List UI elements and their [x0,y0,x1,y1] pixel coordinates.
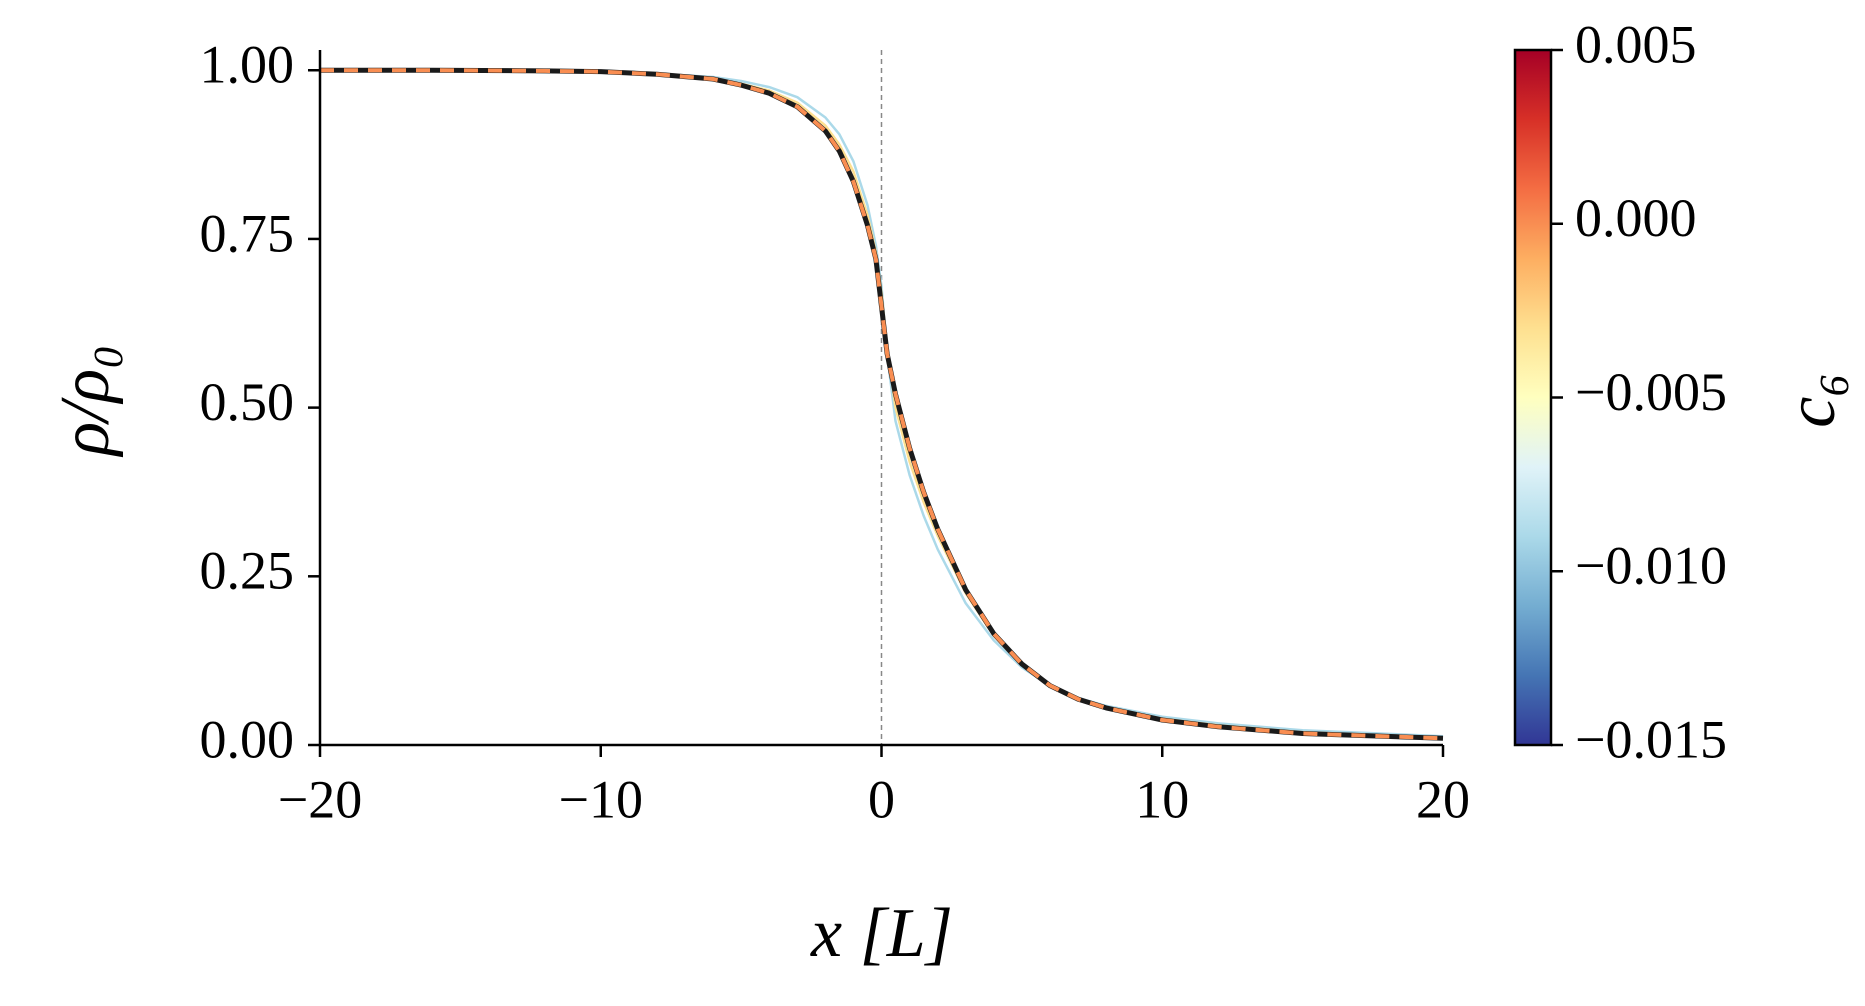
y-axis-label: ρ/ρ₀ [47,345,124,458]
colorbar-tick-label: −0.005 [1575,362,1727,422]
x-tick-label: 10 [1135,769,1189,829]
x-tick-label: 0 [868,769,895,829]
data-line [320,68,1444,741]
colorbar-tick-label: −0.010 [1575,536,1727,596]
colorbar-tick-label: 0.000 [1575,188,1697,248]
y-tick-label: 0.00 [200,709,295,769]
x-tick-label: −10 [559,769,643,829]
y-tick-label: 0.50 [200,372,295,432]
x-tick-label: −20 [278,769,362,829]
colorbar-label: c₆ [1773,372,1850,427]
colorbar [1513,48,1553,747]
y-tick-label: 0.75 [200,203,295,263]
colorbar-tick-label: 0.005 [1575,14,1697,74]
colorbar-tick-label: −0.015 [1575,709,1727,769]
x-tick-label: 20 [1416,769,1470,829]
y-tick-label: 1.00 [200,35,295,95]
y-tick-label: 0.25 [200,541,295,601]
x-axis-label: x [L] [810,895,953,972]
